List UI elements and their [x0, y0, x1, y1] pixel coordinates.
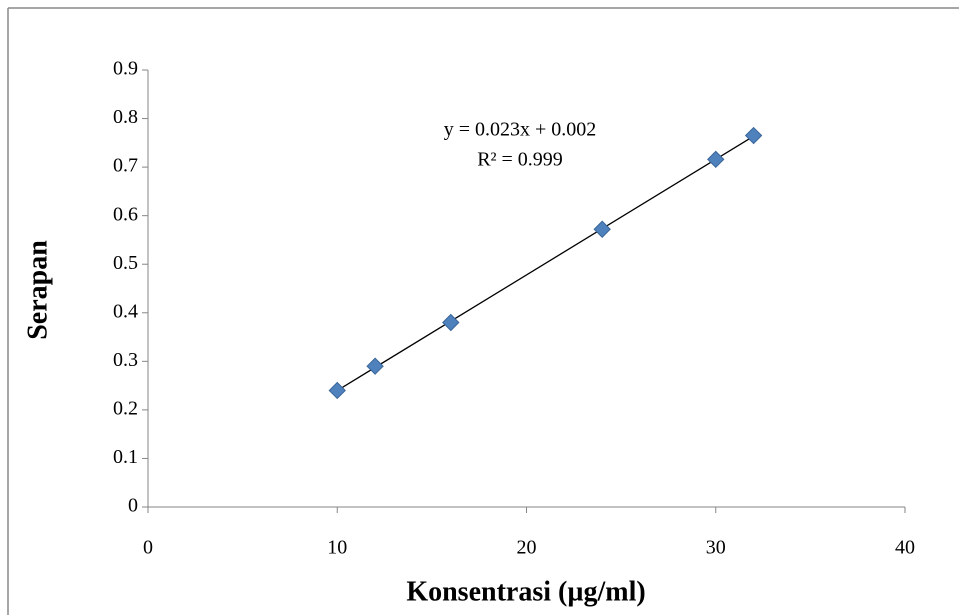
y-tick-label: 0.4	[113, 300, 138, 322]
x-tick-label: 30	[706, 537, 726, 559]
x-tick-label: 40	[895, 537, 915, 559]
y-tick-label: 0.6	[113, 203, 138, 225]
data-point	[593, 220, 611, 238]
x-tick-label: 20	[517, 537, 537, 559]
y-tick-label: 0.7	[113, 155, 138, 177]
y-tick-label: 0	[128, 495, 138, 517]
x-axis-title: Konsentrasi (µg/ml)	[406, 576, 645, 607]
data-point	[442, 313, 460, 332]
data-point	[744, 126, 763, 145]
x-tick-label: 0	[143, 537, 153, 559]
r-squared: R² = 0.999	[477, 149, 563, 171]
y-tick-label: 0.5	[113, 252, 138, 274]
y-axis-title: Serapan	[22, 240, 53, 340]
data-point	[328, 381, 346, 400]
y-tick-label: 0.8	[113, 106, 138, 128]
y-tick-label: 0.2	[113, 397, 138, 419]
y-tick-label: 0.9	[113, 58, 138, 80]
y-tick-label: 0.3	[113, 349, 138, 371]
trendline	[336, 135, 754, 392]
trendline-equation: y = 0.023x + 0.002	[444, 119, 597, 141]
y-tick-label: 0.1	[113, 446, 138, 468]
data-point	[707, 150, 725, 169]
data-point	[366, 357, 384, 375]
x-tick-label: 10	[327, 537, 347, 559]
